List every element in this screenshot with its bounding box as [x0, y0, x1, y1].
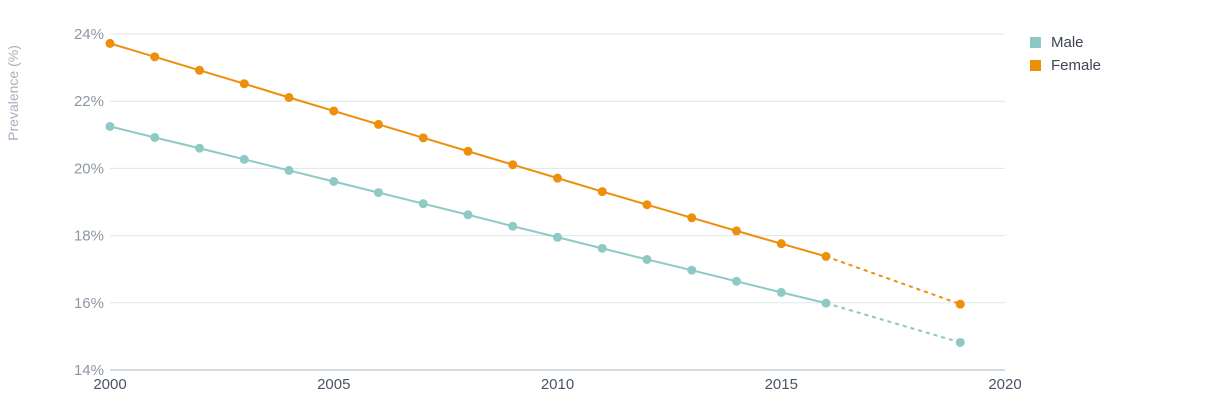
x-axis-ticks: 2000 2005 2010 2015 2020	[93, 376, 1021, 393]
data-point-female[interactable]	[687, 213, 697, 223]
data-point-male[interactable]	[418, 199, 428, 209]
data-point-male[interactable]	[463, 210, 473, 220]
data-point-male[interactable]	[597, 243, 607, 253]
data-point-female[interactable]	[418, 133, 428, 143]
y-tick-label: 20%	[74, 160, 104, 177]
data-point-male[interactable]	[374, 188, 383, 198]
legend-swatch-female	[1030, 60, 1041, 71]
legend-label-female: Female	[1051, 57, 1101, 74]
data-point-female[interactable]	[105, 38, 115, 48]
data-point-female[interactable]	[553, 173, 562, 183]
data-point-female[interactable]	[329, 106, 339, 116]
series-points	[105, 38, 965, 347]
data-point-female[interactable]	[284, 93, 294, 103]
data-point-male[interactable]	[732, 276, 741, 286]
y-axis-ticks: 14% 16% 18% 20% 22% 24%	[74, 26, 104, 379]
y-tick-label: 16%	[74, 295, 104, 312]
data-point-female[interactable]	[776, 239, 786, 249]
data-point-male[interactable]	[553, 232, 562, 242]
data-point-female[interactable]	[463, 146, 473, 156]
y-tick-label: 18%	[74, 228, 104, 245]
data-point-female[interactable]	[955, 299, 965, 309]
x-tick-label: 2000	[93, 376, 126, 393]
y-axis-label: Prevalence (%)	[5, 45, 21, 141]
data-point-female[interactable]	[732, 226, 741, 236]
data-point-male[interactable]	[955, 337, 965, 347]
x-tick-label: 2010	[541, 376, 574, 393]
legend: Male Female	[1030, 34, 1101, 74]
data-point-male[interactable]	[508, 221, 518, 231]
x-tick-label: 2005	[317, 376, 350, 393]
projection-line-male	[825, 302, 961, 344]
y-tick-label: 22%	[74, 93, 104, 110]
data-point-female[interactable]	[597, 187, 607, 197]
y-tick-label: 14%	[74, 362, 104, 379]
data-point-male[interactable]	[239, 154, 249, 164]
data-point-male[interactable]	[821, 298, 831, 308]
data-point-male[interactable]	[776, 287, 786, 297]
data-point-male[interactable]	[642, 254, 652, 264]
data-point-female[interactable]	[195, 65, 204, 75]
data-point-female[interactable]	[374, 119, 383, 129]
data-point-male[interactable]	[105, 121, 115, 131]
data-point-male[interactable]	[195, 143, 204, 153]
data-point-female[interactable]	[642, 200, 652, 210]
legend-swatch-male	[1030, 37, 1041, 48]
projection-line-female	[825, 255, 961, 306]
data-point-female[interactable]	[239, 79, 249, 89]
data-point-female[interactable]	[150, 52, 160, 62]
x-tick-label: 2015	[765, 376, 798, 393]
data-point-male[interactable]	[329, 177, 339, 187]
y-tick-label: 24%	[74, 26, 104, 43]
x-tick-label: 2020	[988, 376, 1021, 393]
data-point-male[interactable]	[150, 132, 160, 142]
data-point-male[interactable]	[687, 265, 697, 275]
series-lines	[109, 42, 961, 344]
data-point-female[interactable]	[508, 160, 518, 170]
data-point-male[interactable]	[284, 165, 294, 175]
legend-label-male: Male	[1051, 34, 1084, 51]
data-point-female[interactable]	[821, 251, 831, 261]
